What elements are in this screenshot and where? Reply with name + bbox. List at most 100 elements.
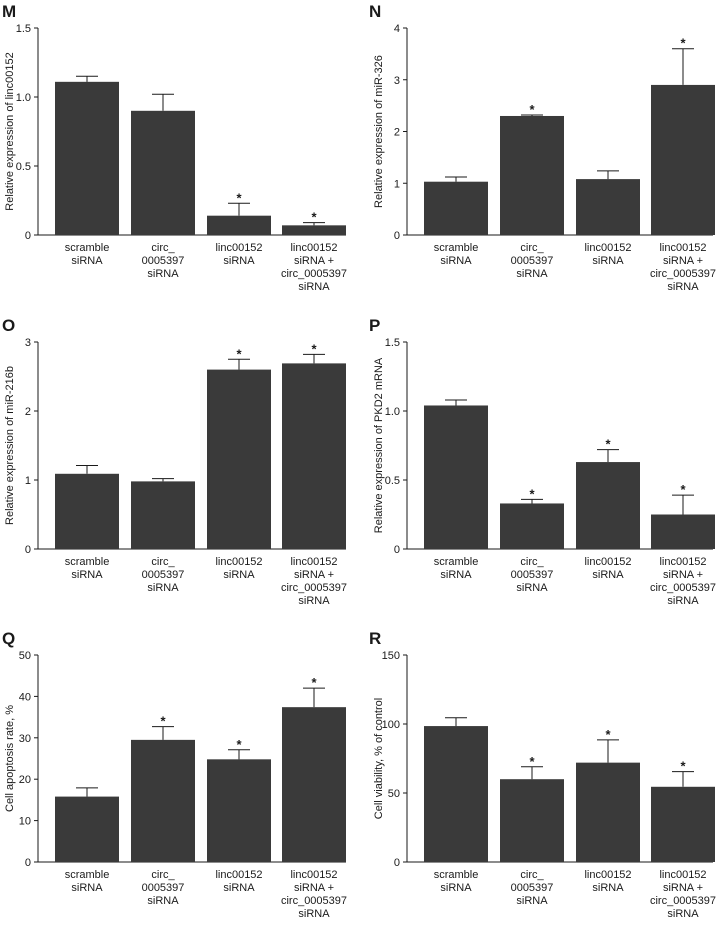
panel-p-significance-mark: *: [680, 482, 686, 497]
panel-o-significance-mark: *: [236, 346, 242, 361]
panel-r-bar: [500, 779, 564, 862]
panel-o-category-label: linc00152 siRNA: [215, 556, 262, 581]
panel-p-significance-mark: *: [605, 437, 611, 452]
panel-q-ylabel: Cell apoptosis rate, %: [4, 705, 16, 812]
panel-q-significance-mark: *: [160, 714, 166, 729]
panel-q-ytick-label: 10: [19, 816, 31, 828]
panel-o-ytick-label: 2: [25, 406, 31, 418]
panel-r-category-label: linc00152 siRNA + circ_0005397 siRNA: [650, 869, 716, 920]
panel-o-category-label: scramble siRNA: [65, 556, 110, 581]
panel-n-category-label: scramble siRNA: [434, 242, 479, 267]
panel-m-significance-mark: *: [236, 190, 242, 205]
panel-n-bar: [576, 179, 640, 235]
panel-n-ytick-label: 3: [394, 75, 400, 87]
panel-n-letter: N: [369, 2, 381, 21]
panel-m: M 0 0.5 1.0 1.5 Relative expression of linc00…: [2, 2, 347, 293]
panel-o-bar: [207, 369, 271, 549]
panel-m-bar: [282, 225, 346, 235]
panel-n-ylabel: Relative expression of miR-326: [373, 55, 385, 208]
panel-q-significance-mark: *: [311, 675, 317, 690]
panel-p-bar: [651, 514, 715, 549]
panel-n-ytick-label: 4: [394, 23, 400, 35]
panel-q-letter: Q: [2, 629, 15, 648]
panel-q-ytick-label: 50: [19, 650, 31, 662]
panel-p-ylabel: Relative expression of PKD2 mRNA: [373, 357, 385, 533]
panel-q-ytick-label: 30: [19, 733, 31, 745]
panel-m-letter: M: [2, 2, 16, 21]
panel-n-ytick-label: 2: [394, 127, 400, 139]
panel-r-bar: [651, 786, 715, 862]
panel-p-category-label: linc00152 siRNA: [584, 556, 631, 581]
panel-n-bar: [651, 84, 715, 235]
panel-p-significance-mark: *: [529, 486, 535, 501]
panel-m-ylabel: Relative expression of linc00152: [4, 52, 16, 210]
panel-r-significance-mark: *: [529, 754, 535, 769]
panel-m-category-label: circ_ 0005397 siRNA: [142, 242, 185, 280]
panel-o-letter: O: [2, 316, 15, 335]
panel-r-significance-mark: *: [605, 727, 611, 742]
panel-q-ytick-label: 20: [19, 774, 31, 786]
panel-p-bar: [576, 462, 640, 549]
panel-o-ytick-label: 1: [25, 475, 31, 487]
panel-o-bar: [55, 473, 119, 549]
panel-m-bar: [55, 81, 119, 235]
panel-n-bar: [424, 181, 488, 235]
panel-r-category-label: circ_ 0005397 siRNA: [511, 869, 554, 907]
panel-n-ytick-label: 0: [394, 230, 400, 242]
panel-o-bar: [282, 363, 346, 549]
panel-n-significance-mark: *: [529, 102, 535, 117]
panel-p-bar: [424, 405, 488, 549]
panel-r-ylabel: Cell viability, % of control: [373, 698, 385, 819]
panel-q-significance-mark: *: [236, 737, 242, 752]
panel-q-bar: [207, 759, 271, 862]
panel-r-category-label: linc00152 siRNA: [584, 869, 631, 894]
panel-n-category-label: linc00152 siRNA + circ_0005397 siRNA: [650, 242, 716, 293]
panel-q-category-label: linc00152 siRNA + circ_0005397 siRNA: [281, 869, 347, 920]
panel-r-ytick-label: 150: [382, 650, 400, 662]
panel-n-bar: [500, 115, 564, 235]
panel-q: Q 0 10 20 30 40 50 Cell apoptosis rate, % scramb…: [2, 629, 347, 920]
panel-p-category-label: circ_ 0005397 siRNA: [511, 556, 554, 594]
panel-m-bar: [207, 215, 271, 235]
panel-p-category-label: linc00152 siRNA + circ_0005397 siRNA: [650, 556, 716, 607]
panel-r-ytick-label: 50: [388, 788, 400, 800]
panel-p-ytick-label: 0.5: [385, 475, 400, 487]
panel-m-significance-mark: *: [311, 210, 317, 225]
panel-o: O 0 1 2 3 Relative expression of miR-216b scra…: [2, 316, 347, 607]
panel-n: N 0 1 2 3 4 Relative expression of miR-326 scra…: [369, 2, 716, 293]
panel-r: R 0 50 100 150 Cell viability, % of control sc…: [369, 629, 716, 920]
panel-r-category-label: scramble siRNA: [434, 869, 479, 894]
panel-r-ytick-label: 0: [394, 857, 400, 869]
panel-o-ylabel: Relative expression of miR-216b: [4, 366, 16, 525]
panel-p-letter: P: [369, 316, 380, 335]
panel-r-bar: [424, 726, 488, 862]
panel-p-ytick-label: 0: [394, 544, 400, 556]
panel-o-category-label: linc00152 siRNA + circ_0005397 siRNA: [281, 556, 347, 607]
panel-n-significance-mark: *: [680, 36, 686, 51]
panel-p-bar: [500, 503, 564, 549]
panel-q-bar: [55, 796, 119, 862]
panel-m-ytick-label: 0.5: [16, 161, 31, 173]
panel-o-category-label: circ_ 0005397 siRNA: [142, 556, 185, 594]
panel-q-ytick-label: 40: [19, 691, 31, 703]
panel-m-category-label: linc00152 siRNA + circ_0005397 siRNA: [281, 242, 347, 293]
panel-m-bar: [131, 110, 195, 235]
panel-q-category-label: scramble siRNA: [65, 869, 110, 894]
panel-q-category-label: linc00152 siRNA: [215, 869, 262, 894]
panel-m-ytick-label: 0: [25, 230, 31, 242]
panel-o-significance-mark: *: [311, 341, 317, 356]
panel-r-letter: R: [369, 629, 381, 648]
panel-p-ytick-label: 1.5: [385, 337, 400, 349]
panel-m-ytick-label: 1.0: [16, 92, 31, 104]
panel-q-category-label: circ_ 0005397 siRNA: [142, 869, 185, 907]
panel-p-category-label: scramble siRNA: [434, 556, 479, 581]
panel-r-ytick-label: 100: [382, 719, 400, 731]
panel-p-ytick-label: 1.0: [385, 406, 400, 418]
panel-m-ytick-label: 1.5: [16, 23, 31, 35]
panel-q-bar: [282, 707, 346, 862]
panel-n-ytick-label: 1: [394, 178, 400, 190]
panel-r-significance-mark: *: [680, 759, 686, 774]
panel-m-category-label: scramble siRNA: [65, 242, 110, 267]
